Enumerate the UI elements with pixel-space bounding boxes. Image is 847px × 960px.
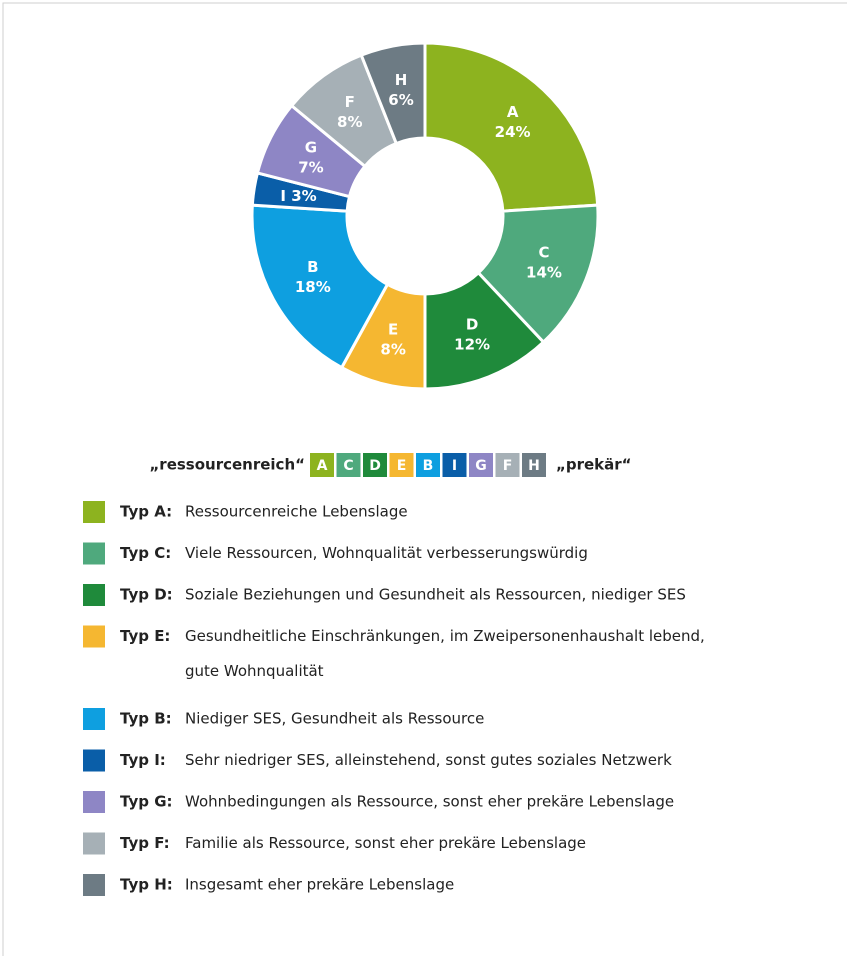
legend-label: Typ C: [120, 544, 171, 562]
legend-text: Sehr niedriger SES, alleinstehend, sonst… [185, 751, 672, 769]
slice-label: I 3% [280, 186, 316, 204]
legend-swatch [83, 791, 105, 813]
scale-right: „prekär“ [556, 456, 632, 474]
slice-value: 3% [291, 186, 316, 204]
legend-label: Typ H: [120, 876, 173, 894]
scale-box-label: A [317, 458, 328, 474]
scale-left: „ressourcenreich“ [149, 456, 305, 474]
slice [423, 41, 600, 213]
scale-box-label: G [475, 458, 487, 474]
legend-swatch [83, 625, 105, 648]
slice-value: 6% [388, 91, 413, 109]
legend-label: Typ E: [120, 627, 170, 645]
slice-category: E [388, 320, 398, 338]
legend-swatch [83, 708, 105, 730]
slice-category: C [539, 244, 550, 262]
scale-box [363, 453, 387, 477]
slice-category: A [507, 103, 519, 121]
scale-box-label: E [397, 458, 407, 474]
scale-box [310, 453, 334, 477]
scale-box [389, 453, 414, 477]
legend-label: Typ I: [120, 751, 166, 769]
slice-category: B [307, 258, 318, 276]
legend-text: gute Wohnqualität [185, 662, 324, 680]
legend-label: Typ A: [120, 503, 172, 521]
scale-box [469, 453, 493, 477]
legend-text: Viele Ressourcen, Wohnqualität verbesser… [185, 544, 588, 562]
legend-label: Typ B: [120, 710, 172, 728]
legend-text: Ressourcenreiche Lebenslage [185, 503, 408, 521]
legend-text: Familie als Ressource, sonst eher prekär… [185, 834, 586, 852]
scale-box-label: I [452, 458, 457, 474]
slice-value: 8% [337, 113, 362, 131]
slice-value: 7% [298, 158, 323, 176]
legend-label: Typ G: [120, 793, 173, 811]
slice-category: G [305, 138, 317, 156]
legend-swatch [83, 749, 105, 772]
legend-text: Insgesamt eher prekäre Lebenslage [185, 876, 454, 894]
slice-category: D [466, 316, 478, 334]
scale-box-label: D [369, 458, 381, 474]
legend-text: Niediger SES, Gesundheit als Ressource [185, 710, 484, 728]
slice [250, 203, 390, 370]
scale-box [522, 453, 546, 477]
slice-value: 18% [295, 278, 331, 296]
scale-box [442, 453, 467, 477]
slice-category: H [395, 71, 408, 89]
slice-category: I [280, 186, 286, 204]
legend-swatch [83, 832, 105, 855]
scale-box-label: B [423, 458, 434, 474]
scale-box-label: C [343, 458, 353, 474]
scale-box-label: H [528, 458, 540, 474]
legend-label: Typ D: [120, 586, 173, 604]
legend-text: Wohnbedingungen als Ressource, sonst ehe… [185, 793, 674, 811]
slice-category: F [345, 93, 355, 111]
scale-box [336, 453, 361, 477]
legend-swatch [83, 501, 105, 523]
scale-box [495, 453, 520, 477]
scale-box [416, 453, 440, 477]
scale-box-label: F [503, 458, 513, 474]
slice [359, 41, 427, 146]
slice-value: 8% [380, 340, 405, 358]
legend-text: Gesundheitliche Einschränkungen, im Zwei… [185, 627, 705, 645]
legend-swatch [83, 542, 105, 565]
legend-swatch [83, 584, 105, 606]
legend-label: Typ F: [120, 834, 170, 852]
slice-value: 24% [495, 123, 531, 141]
legend-text: Soziale Beziehungen und Gesundheit als R… [185, 586, 686, 604]
legend-swatch [83, 874, 105, 896]
slice-value: 14% [526, 264, 562, 282]
slice-value: 12% [454, 336, 490, 354]
